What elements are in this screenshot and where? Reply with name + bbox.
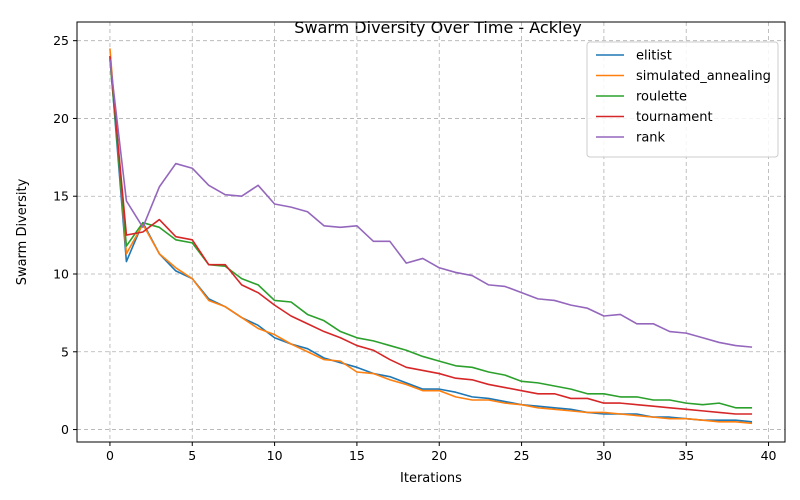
chart-title: Swarm Diversity Over Time - Ackley <box>294 18 581 37</box>
x-tick-label: 30 <box>596 448 612 463</box>
y-tick-label: 0 <box>61 422 69 437</box>
x-axis-ticks: 0 5 10 15 20 25 30 35 40 <box>106 442 777 463</box>
grid <box>77 22 785 442</box>
series-line-simulated-annealing <box>109 48 753 425</box>
x-tick-label: 40 <box>761 448 777 463</box>
y-axis-ticks: 0 5 10 15 20 25 <box>53 33 77 437</box>
series-line-tournament <box>109 56 753 415</box>
series-line-rank <box>109 59 753 348</box>
legend-label-rank: rank <box>636 131 666 146</box>
legend-label-tournament: tournament <box>636 110 713 125</box>
legend-frame <box>586 41 779 158</box>
y-axis-label: Swarm Diversity <box>15 178 30 285</box>
legend-label-elitist: elitist <box>636 49 672 64</box>
x-tick-label: 10 <box>267 448 283 463</box>
legend-label-simulated-annealing: simulated_annealing <box>636 69 771 84</box>
legend: elitist simulated_annealing roulette tourna… <box>586 41 779 158</box>
x-tick-label: 25 <box>514 448 530 463</box>
x-tick-label: 20 <box>431 448 447 463</box>
y-tick-label: 20 <box>53 111 69 126</box>
x-tick-label: 0 <box>106 448 114 463</box>
x-tick-label: 5 <box>188 448 196 463</box>
series-lines <box>109 48 753 425</box>
y-tick-label: 25 <box>53 33 69 48</box>
y-tick-label: 5 <box>61 344 69 359</box>
x-tick-label: 15 <box>349 448 365 463</box>
y-tick-label: 15 <box>53 189 69 204</box>
plot-area-frame <box>76 21 786 443</box>
x-axis-label: Iterations <box>400 471 462 486</box>
x-tick-label: 35 <box>678 448 694 463</box>
y-tick-label: 10 <box>53 267 69 282</box>
legend-label-roulette: roulette <box>636 90 687 105</box>
